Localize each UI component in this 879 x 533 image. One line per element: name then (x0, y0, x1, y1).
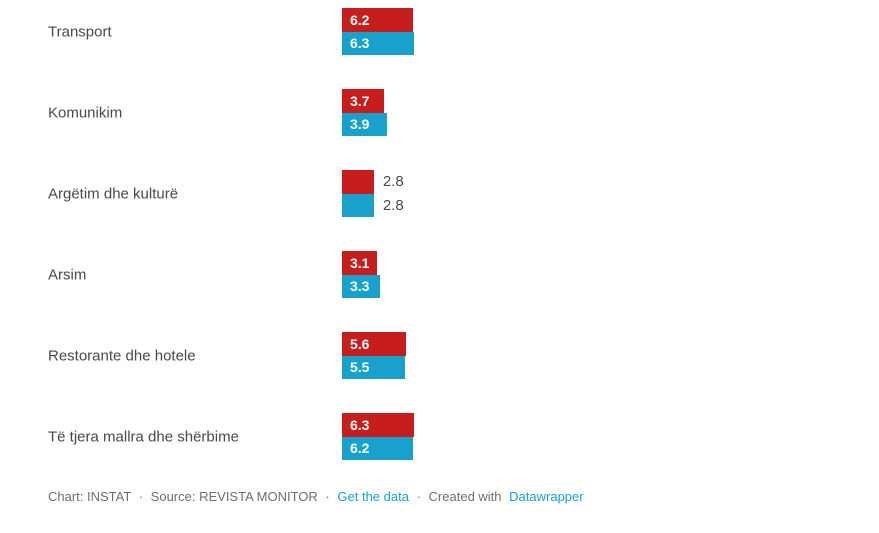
separator-dot: · (325, 489, 330, 504)
chart-row: Restorante dhe hotele 5.6 5.5 (0, 332, 879, 379)
bar-group: 6.3 6.2 (342, 413, 414, 460)
category-label: Restorante dhe hotele (48, 347, 196, 364)
bar-group: 6.2 6.3 (342, 8, 414, 55)
bar: 6.3 (342, 31, 414, 55)
chart-footer: Chart: INSTAT · Source: REVISTA MONITOR … (48, 489, 584, 504)
value-label: 2.8 (382, 196, 404, 214)
value-label: 3.1 (350, 254, 370, 271)
chart-rows: Transport 6.2 6.3 Komunikim 3.7 (0, 8, 879, 460)
bar: 6.2 (342, 436, 413, 460)
bar-line: 5.5 (342, 355, 406, 379)
bar-line: 3.1 (342, 251, 380, 275)
value-label: 2.8 (382, 173, 404, 191)
category-label: Komunikim (48, 104, 123, 121)
bar: 5.6 (342, 332, 406, 356)
bar-group: 3.7 3.9 (342, 89, 387, 136)
bar: 3.3 (342, 274, 380, 298)
separator-dot: · (416, 489, 421, 504)
bar-line: 5.6 (342, 332, 406, 356)
bar-group: 5.6 5.5 (342, 332, 406, 379)
bar: 3.7 (342, 89, 385, 113)
bar-line: 6.3 (342, 413, 414, 437)
bar: 3.9 (342, 112, 387, 136)
value-label: 6.2 (350, 440, 370, 457)
bar: 6.2 (342, 8, 413, 32)
bar: 3.1 (342, 251, 378, 275)
chart-row: Të tjera mallra dhe shërbime 6.3 6.2 (0, 413, 879, 460)
chart-row: Transport 6.2 6.3 (0, 8, 879, 55)
bar: 6.3 (342, 413, 414, 437)
bar-line: 6.3 (342, 31, 414, 55)
category-label: Argëtim dhe kulturë (48, 185, 179, 202)
bar (342, 170, 374, 194)
bar-group: 3.1 3.3 (342, 251, 380, 298)
bar-line: 3.9 (342, 112, 387, 136)
value-label: 6.2 (350, 11, 370, 28)
bar-group: 2.8 2.8 (342, 170, 404, 217)
chart-row: Argëtim dhe kulturë 2.8 2.8 (0, 170, 879, 217)
category-label: Të tjera mallra dhe shërbime (48, 428, 239, 445)
credit-chart: Chart: INSTAT (48, 489, 132, 504)
bar (342, 193, 374, 217)
bar-line: 3.7 (342, 89, 387, 113)
separator-dot: · (138, 489, 144, 504)
value-label: 5.5 (350, 359, 370, 376)
value-label: 6.3 (350, 35, 370, 52)
chart-row: Arsim 3.1 3.3 (0, 251, 879, 298)
value-label: 3.7 (350, 92, 370, 109)
get-the-data-link[interactable]: Get the data (337, 489, 409, 504)
bar: 5.5 (342, 355, 405, 379)
bar-line: 2.8 (342, 193, 404, 217)
datawrapper-link[interactable]: Datawrapper (509, 489, 584, 504)
value-label: 3.3 (350, 278, 370, 295)
bar-line: 2.8 (342, 170, 404, 194)
value-label: 6.3 (350, 416, 370, 433)
value-label: 3.9 (350, 116, 370, 133)
category-label: Arsim (48, 266, 87, 283)
bar-line: 6.2 (342, 8, 414, 32)
chart-row: Komunikim 3.7 3.9 (0, 89, 879, 136)
bar-chart: Transport 6.2 6.3 Komunikim 3.7 (0, 8, 879, 460)
created-with-label: Created with (428, 489, 502, 504)
value-label: 5.6 (350, 335, 370, 352)
bar-line: 3.3 (342, 274, 380, 298)
credit-source: Source: REVISTA MONITOR (150, 489, 318, 504)
category-label: Transport (48, 23, 112, 40)
bar-line: 6.2 (342, 436, 414, 460)
